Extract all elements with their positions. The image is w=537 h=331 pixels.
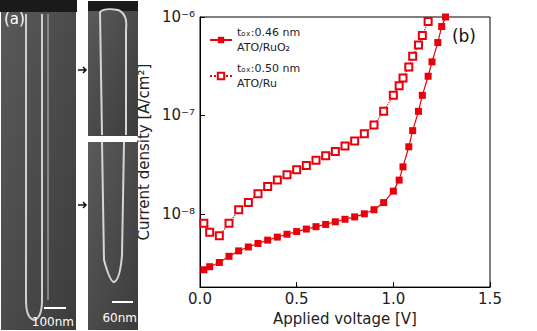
svg-text:1.0: 1.0 (381, 290, 405, 308)
svg-text:ATO/Ru: ATO/Ru (237, 77, 277, 90)
svg-text:tₒₓ:0.46 nm: tₒₓ:0.46 nm (237, 26, 300, 39)
svg-text:10⁻⁶: 10⁻⁶ (162, 8, 195, 26)
svg-text:100nm: 100nm (32, 315, 74, 329)
svg-text:tₒₓ:0.50 nm: tₒₓ:0.50 nm (237, 62, 300, 75)
svg-text:10⁻⁷: 10⁻⁷ (162, 106, 195, 124)
svg-text:(b): (b) (452, 26, 476, 46)
svg-text:1.5: 1.5 (478, 290, 502, 308)
svg-text:0.5: 0.5 (285, 290, 309, 308)
svg-text:Current density [A/cm²]: Current density [A/cm²] (134, 63, 153, 241)
svg-text:0.0: 0.0 (188, 290, 212, 308)
svg-text:(a): (a) (4, 10, 25, 28)
svg-text:10⁻⁸: 10⁻⁸ (162, 205, 195, 223)
svg-text:ATO/RuO₂: ATO/RuO₂ (237, 41, 290, 54)
svg-text:Applied voltage [V]: Applied voltage [V] (273, 310, 417, 328)
svg-text:60nm: 60nm (102, 311, 137, 325)
